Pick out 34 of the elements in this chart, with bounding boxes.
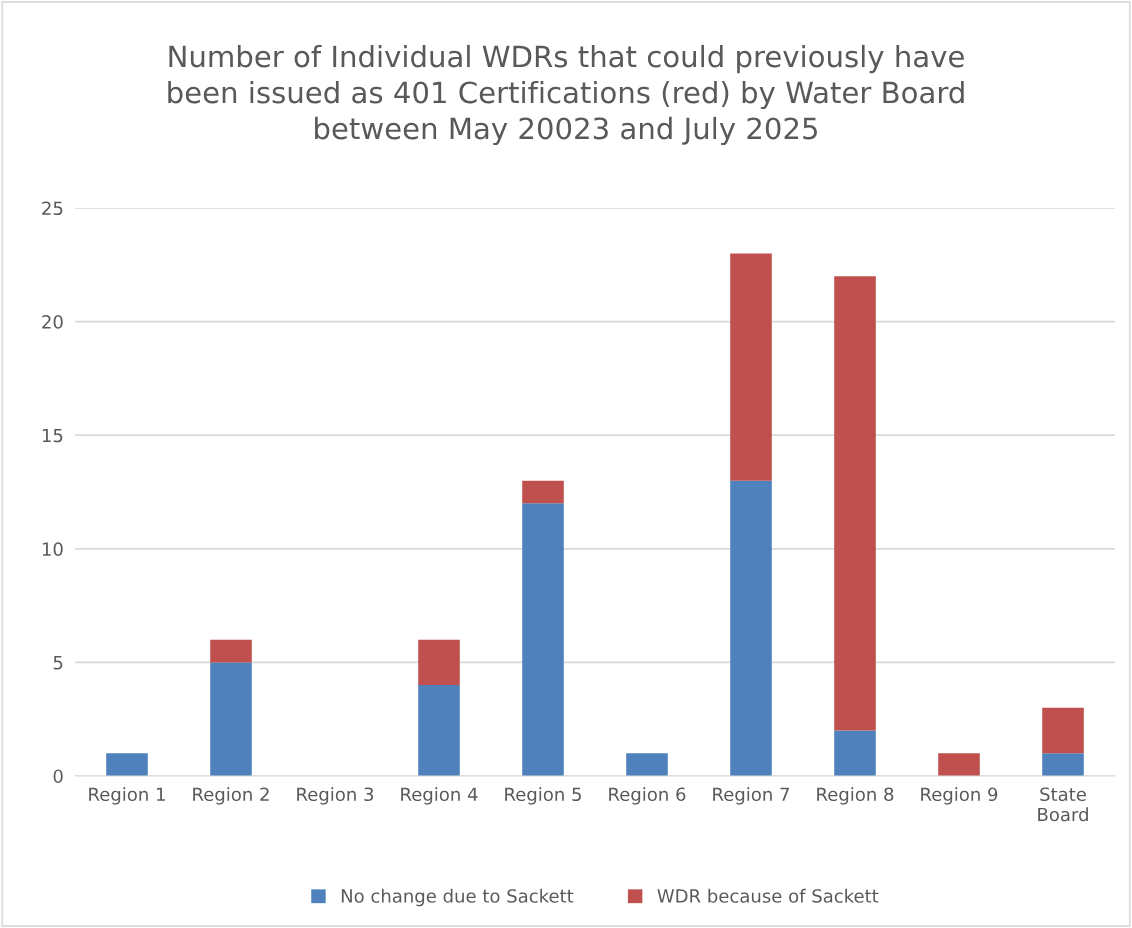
bar <box>1042 753 1084 776</box>
x-tick-label: Region 1 <box>89 787 165 805</box>
y-tick-label: 10 <box>42 542 63 556</box>
y-tick-label: 5 <box>53 656 63 670</box>
chart-title: Number of Individual WDRs that could previously have been issued as 401 Certifications (red) by Water Board between May 20023 and July 2025 <box>168 44 964 146</box>
bar <box>522 503 564 776</box>
legend-label: WDR because of Sackett <box>657 888 879 903</box>
bar <box>730 480 772 776</box>
x-tick-label: Region 5 <box>505 787 581 805</box>
y-tick-label: 15 <box>42 428 63 443</box>
x-tick-label: Region 3 <box>297 787 374 805</box>
bar <box>834 276 876 731</box>
x-tick-label: Region 8 <box>817 787 894 805</box>
bar <box>938 753 980 776</box>
bar <box>834 730 876 776</box>
bar <box>418 639 460 686</box>
y-tick-label: 20 <box>42 315 63 329</box>
bar <box>730 253 772 481</box>
bar <box>210 639 252 663</box>
bar <box>210 662 252 776</box>
x-tick-label: Region 7 <box>713 787 789 805</box>
legend-label: No change due to Sackett <box>341 888 574 907</box>
y-tick-label: 0 <box>53 769 63 784</box>
x-tick-label: State Board <box>1038 787 1088 822</box>
bar <box>522 480 564 504</box>
x-tick-label: Region 6 <box>609 787 686 805</box>
x-tick-label: Region 4 <box>401 787 478 805</box>
bar <box>418 685 460 776</box>
y-tick-label: 25 <box>42 201 63 216</box>
x-tick-label: Region 2 <box>193 787 269 805</box>
bar <box>106 753 148 776</box>
x-tick-label: Region 9 <box>921 787 998 805</box>
bar <box>1042 707 1084 754</box>
bar <box>626 753 668 776</box>
